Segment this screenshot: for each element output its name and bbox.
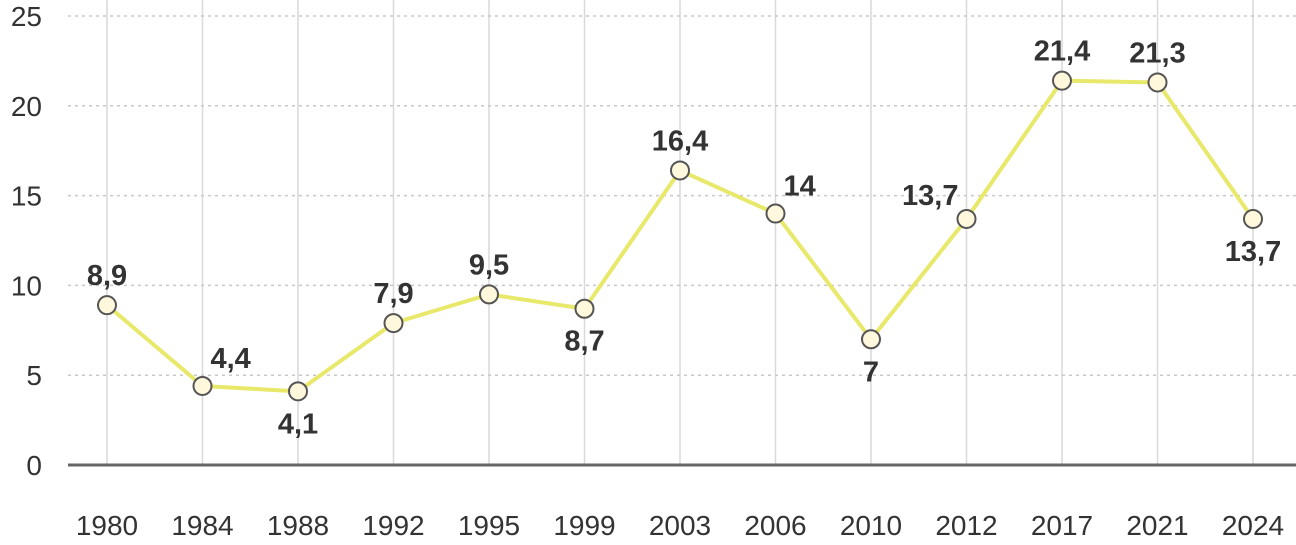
x-tick-label: 2024 xyxy=(1222,510,1284,541)
data-point xyxy=(288,381,308,402)
data-label: 21,3 xyxy=(1129,37,1185,69)
data-point xyxy=(574,298,595,319)
x-tick-label: 1980 xyxy=(76,510,138,541)
data-point xyxy=(861,329,881,350)
x-tick-label: 1992 xyxy=(362,510,424,541)
x-tick-label: 2012 xyxy=(935,510,997,541)
data-label: 13,7 xyxy=(1225,236,1281,268)
data-label: 4,4 xyxy=(211,343,251,375)
data-label: 7 xyxy=(863,356,879,388)
data-point xyxy=(479,284,499,305)
data-point xyxy=(670,160,690,181)
data-point xyxy=(1243,208,1263,229)
data-point xyxy=(1052,70,1072,91)
x-tick-label: 1999 xyxy=(553,510,615,541)
x-tick-label: 2010 xyxy=(840,510,902,541)
data-label: 13,7 xyxy=(902,180,958,212)
data-label: 7,9 xyxy=(373,278,413,310)
y-tick-label: 25 xyxy=(11,1,42,32)
data-label: 16,4 xyxy=(652,125,708,157)
x-tick-label: 2003 xyxy=(649,510,711,541)
data-point xyxy=(97,295,117,316)
x-tick-label: 2006 xyxy=(744,510,806,541)
grid xyxy=(68,0,1296,467)
x-axis: 1980 1984 1988 1992 1995 1999 2003 2006 2010 2012… xyxy=(76,510,1284,541)
data-label: 8,9 xyxy=(87,260,127,292)
data-point xyxy=(1147,72,1168,93)
y-tick-label: 20 xyxy=(11,91,42,122)
y-tick-label: 10 xyxy=(11,270,42,301)
data-labels: 8,9 4,4 4,1 7,9 9,5 8,7 16,4 14 7 13,7 21,4 21,3 13,… xyxy=(87,36,1281,441)
y-axis: 0 5 10 15 20 25 xyxy=(11,1,42,481)
data-label: 8,7 xyxy=(564,326,604,358)
series xyxy=(97,70,1263,402)
y-tick-label: 15 xyxy=(11,181,42,212)
data-point xyxy=(383,313,404,334)
y-tick-label: 0 xyxy=(26,450,42,481)
data-label: 9,5 xyxy=(469,249,509,281)
x-tick-label: 2021 xyxy=(1126,510,1188,541)
data-point xyxy=(192,375,213,396)
data-label: 14 xyxy=(784,171,816,203)
x-tick-label: 1995 xyxy=(458,510,520,541)
data-label: 4,1 xyxy=(278,408,318,440)
data-point xyxy=(956,208,977,229)
data-label: 21,4 xyxy=(1034,36,1090,68)
x-tick-label: 1988 xyxy=(267,510,329,541)
x-tick-label: 2017 xyxy=(1031,510,1093,541)
x-tick-label: 1984 xyxy=(171,510,233,541)
data-point xyxy=(765,203,786,224)
y-tick-label: 5 xyxy=(26,360,42,391)
